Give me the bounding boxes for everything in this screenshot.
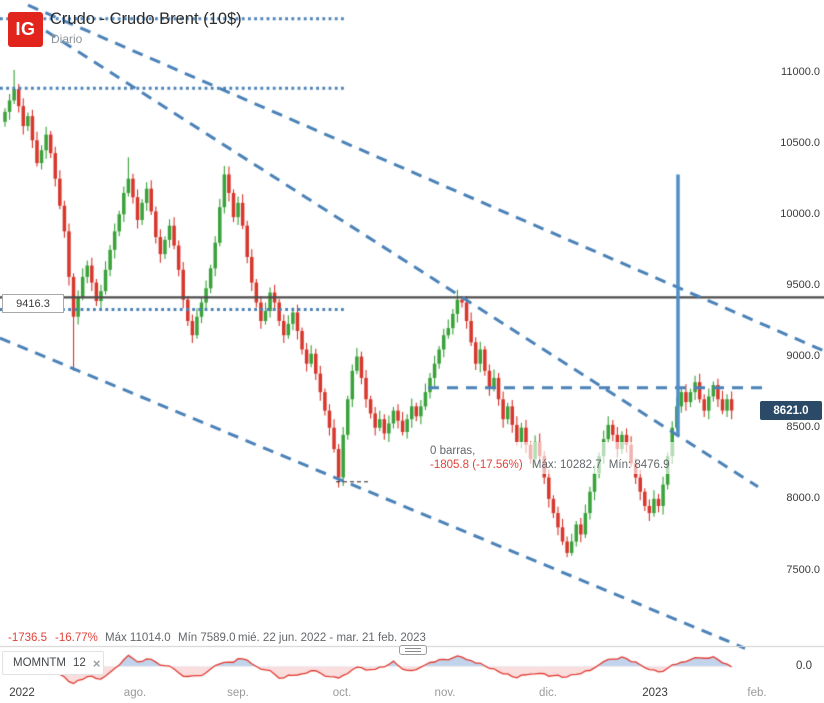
measure-min: Mín: 8476.9 [608,459,670,471]
pane-resize-handle[interactable] [399,645,427,655]
drag-handle-icon [405,648,421,649]
last-price-badge: 8621.0 [760,401,822,420]
status-change-pct: -16.77% [55,632,98,644]
price-axis[interactable]: 11000.0 10500.0 10000.0 9500.0 9000.0 8500.0 8… [744,0,824,628]
price-axis-tick: 11000.0 [781,65,820,78]
price-axis-tick: 8500.0 [786,421,820,434]
timeframe-label: Diario [51,32,83,46]
time-axis-tick: 2023 [642,687,668,699]
indicator-label[interactable]: MOMNTM 12 × [2,651,104,675]
price-axis-tick: 10000.0 [780,207,820,220]
time-axis[interactable]: 2022 ago. sep. oct. nov. dic. 2023 feb. [0,687,824,703]
time-axis-tick: ago. [123,687,147,699]
time-axis-tick: oct. [332,687,352,699]
measure-tooltip: 0 barras, -1805.8 (-17.56%) Máx: 10282.7… [426,442,674,474]
time-axis-tick: sep. [227,687,249,699]
time-axis-tick: nov. [434,687,456,699]
measure-max: Máx: 10282.7 [531,459,602,471]
indicator-period: 12 [73,657,86,669]
indicator-zero-label: 0.0 [796,660,812,672]
measure-change: -1805.8 (-17.56%) [430,459,523,471]
time-axis-tick: 2022 [9,687,35,699]
measure-bars: 0 barras, [430,445,476,457]
price-axis-tick: 8000.0 [786,492,820,505]
indicator-name: MOMNTM [13,657,67,669]
close-icon[interactable]: × [92,655,101,671]
price-axis-tick: 7500.0 [786,563,820,576]
price-axis-tick: 9000.0 [786,350,820,363]
instrument-title: Crudo - Crudo Brent (10$) [50,10,242,28]
status-bar: -1736.5 -16.77% Máx 11014.0 Mín 7589.0 m… [0,632,824,647]
time-axis-tick: feb. [747,687,767,699]
level-price-label: 9416.3 [2,294,64,313]
ig-logo-icon: IG [8,12,43,47]
price-axis-tick: 9500.0 [786,278,820,291]
price-axis-tick: 10500.0 [780,136,820,149]
time-axis-tick: dic. [539,687,557,699]
status-change: -1736.5 [8,632,48,644]
status-min: Mín 7589.0 [178,632,236,644]
drag-handle-icon [405,651,421,652]
status-date-range: mié. 22 jun. 2022 - mar. 21 feb. 2023 [238,632,426,644]
ig-logo: IG [8,12,43,47]
status-max: Máx 11014.0 [105,632,171,644]
